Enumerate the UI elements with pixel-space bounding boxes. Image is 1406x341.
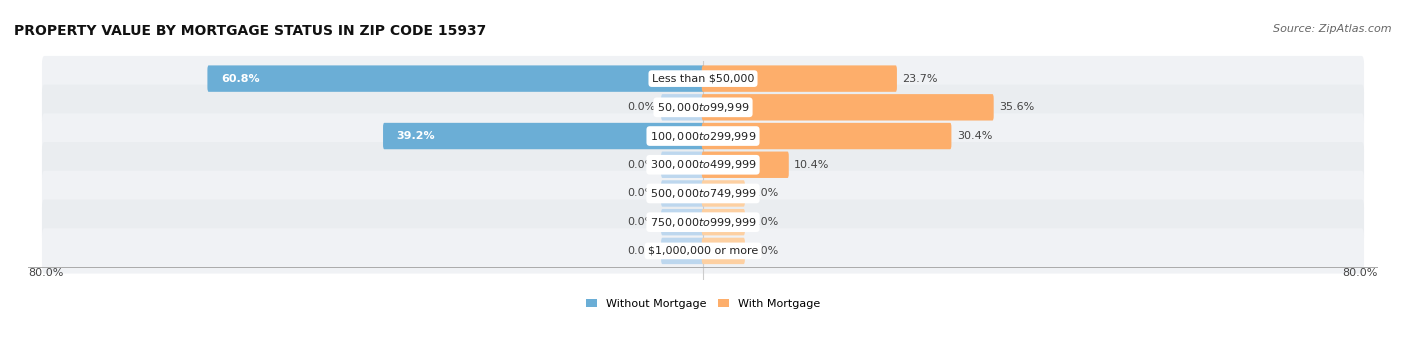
FancyBboxPatch shape [661, 151, 704, 178]
Text: 0.0%: 0.0% [751, 189, 779, 198]
FancyBboxPatch shape [661, 209, 704, 235]
FancyBboxPatch shape [42, 171, 1364, 216]
Text: $750,000 to $999,999: $750,000 to $999,999 [650, 216, 756, 229]
FancyBboxPatch shape [702, 151, 789, 178]
FancyBboxPatch shape [702, 209, 745, 235]
FancyBboxPatch shape [702, 123, 952, 149]
FancyBboxPatch shape [42, 228, 1364, 273]
Text: 0.0%: 0.0% [627, 246, 655, 256]
FancyBboxPatch shape [382, 123, 704, 149]
Text: 39.2%: 39.2% [396, 131, 434, 141]
FancyBboxPatch shape [42, 85, 1364, 130]
FancyBboxPatch shape [702, 238, 745, 264]
Text: 0.0%: 0.0% [751, 217, 779, 227]
Text: Source: ZipAtlas.com: Source: ZipAtlas.com [1274, 24, 1392, 34]
FancyBboxPatch shape [42, 142, 1364, 188]
Text: $1,000,000 or more: $1,000,000 or more [648, 246, 758, 256]
Text: 60.8%: 60.8% [221, 74, 260, 84]
Text: 80.0%: 80.0% [28, 268, 63, 278]
FancyBboxPatch shape [42, 56, 1364, 101]
FancyBboxPatch shape [702, 94, 994, 120]
FancyBboxPatch shape [661, 180, 704, 207]
Text: 10.4%: 10.4% [794, 160, 830, 170]
Text: 35.6%: 35.6% [1000, 102, 1035, 112]
FancyBboxPatch shape [661, 94, 704, 120]
Text: 30.4%: 30.4% [956, 131, 993, 141]
Text: 0.0%: 0.0% [627, 217, 655, 227]
FancyBboxPatch shape [702, 65, 897, 92]
Text: 0.0%: 0.0% [627, 189, 655, 198]
Text: $50,000 to $99,999: $50,000 to $99,999 [657, 101, 749, 114]
Text: $500,000 to $749,999: $500,000 to $749,999 [650, 187, 756, 200]
Legend: Without Mortgage, With Mortgage: Without Mortgage, With Mortgage [586, 299, 820, 309]
Text: $300,000 to $499,999: $300,000 to $499,999 [650, 158, 756, 171]
FancyBboxPatch shape [208, 65, 704, 92]
Text: 0.0%: 0.0% [627, 160, 655, 170]
Text: 0.0%: 0.0% [627, 102, 655, 112]
Text: $100,000 to $299,999: $100,000 to $299,999 [650, 130, 756, 143]
Text: Less than $50,000: Less than $50,000 [652, 74, 754, 84]
Text: PROPERTY VALUE BY MORTGAGE STATUS IN ZIP CODE 15937: PROPERTY VALUE BY MORTGAGE STATUS IN ZIP… [14, 24, 486, 38]
FancyBboxPatch shape [661, 238, 704, 264]
Text: 0.0%: 0.0% [751, 246, 779, 256]
FancyBboxPatch shape [702, 180, 745, 207]
FancyBboxPatch shape [42, 199, 1364, 245]
Text: 80.0%: 80.0% [1343, 268, 1378, 278]
Text: 23.7%: 23.7% [903, 74, 938, 84]
FancyBboxPatch shape [42, 113, 1364, 159]
